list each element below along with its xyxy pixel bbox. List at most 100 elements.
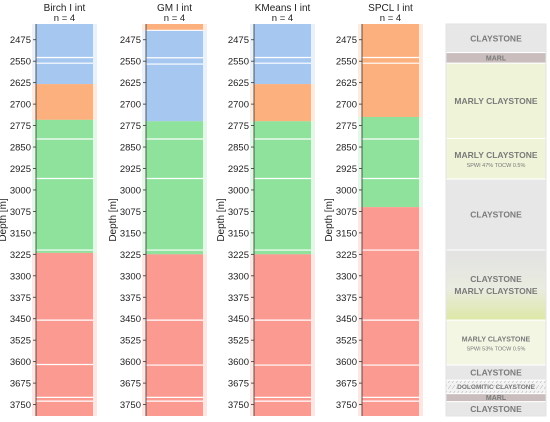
y-tick-label: 2475 xyxy=(120,35,141,46)
y-tick-label: 2700 xyxy=(336,100,357,111)
y-tick-label: 3075 xyxy=(336,207,357,218)
panel-subtitle: n = 4 xyxy=(272,13,293,24)
y-tick-label: 2550 xyxy=(228,57,249,68)
lithology-frame xyxy=(445,23,547,417)
cluster-interval xyxy=(254,254,311,416)
lithology-label: CLAYSTONE xyxy=(470,368,522,378)
y-tick-label: 3300 xyxy=(228,271,249,282)
y-tick-label: 3225 xyxy=(120,250,141,261)
y-tick-label: 3000 xyxy=(120,185,141,196)
lithology-label: DOLOMITIC CLAYSTONE xyxy=(457,384,535,391)
y-tick-label: 3300 xyxy=(120,271,141,282)
y-tick-label: 3600 xyxy=(10,357,31,368)
y-tick-label: 3300 xyxy=(336,271,357,282)
y-tick-label: 3375 xyxy=(120,293,141,304)
panel-3: 2475 2550 2625 2700 2775 2850 2925 3000 3075 3150… xyxy=(324,3,423,416)
y-tick-label: 2850 xyxy=(120,143,141,154)
lithology-sublabel: SPWI 53% TOCW 0.5% xyxy=(467,347,526,353)
cluster-interval xyxy=(146,24,203,31)
y-tick-label: 2925 xyxy=(120,164,141,175)
cluster-interval xyxy=(36,119,93,253)
y-tick-label: 3150 xyxy=(228,228,249,239)
y-tick-label: 3375 xyxy=(336,293,357,304)
cluster-interval xyxy=(254,84,311,122)
y-tick-label: 2550 xyxy=(10,57,31,68)
y-tick-label: 3525 xyxy=(10,336,31,347)
y-tick-label: 3075 xyxy=(10,207,31,218)
y-tick-label: 2625 xyxy=(228,78,249,89)
y-tick-label: 2625 xyxy=(336,78,357,89)
panel-1: 2475 2550 2625 2700 2775 2850 2925 3000 3075 3150… xyxy=(108,3,207,416)
y-tick-label: 2475 xyxy=(336,35,357,46)
cluster-interval xyxy=(362,24,419,117)
y-tick-label: 2775 xyxy=(10,121,31,132)
y-tick-label: 3300 xyxy=(10,271,31,282)
cluster-interval xyxy=(146,30,203,122)
y-tick-label: 3150 xyxy=(120,228,141,239)
panel-title: KMeans I int xyxy=(255,3,311,14)
y-tick-label: 2550 xyxy=(336,57,357,68)
y-tick-label: 3450 xyxy=(228,314,249,325)
y-tick-label: 2925 xyxy=(10,164,31,175)
y-tick-label: 2925 xyxy=(336,164,357,175)
y-tick-label: 3750 xyxy=(10,400,31,411)
lithology-unit xyxy=(445,23,547,54)
cluster-interval xyxy=(362,207,419,416)
lithology-sublabel: SPWI 47% TOCW 0.5% xyxy=(467,163,526,169)
y-axis-label: Depth [m] xyxy=(324,198,335,242)
y-tick-label: 2775 xyxy=(228,121,249,132)
y-tick-label: 3750 xyxy=(228,400,249,411)
lithology-label: CLAYSTONE xyxy=(470,404,522,414)
y-tick-label: 3525 xyxy=(336,336,357,347)
y-tick-label: 3225 xyxy=(10,250,31,261)
y-axis-label: Depth [m] xyxy=(108,198,119,242)
y-tick-label: 2550 xyxy=(120,57,141,68)
y-tick-label: 3225 xyxy=(336,250,357,261)
y-tick-label: 2625 xyxy=(10,78,31,89)
y-tick-label: 2625 xyxy=(120,78,141,89)
y-tick-label: 3750 xyxy=(120,400,141,411)
y-tick-label: 3075 xyxy=(120,207,141,218)
panel-subtitle: n = 4 xyxy=(380,13,401,24)
cluster-interval xyxy=(254,121,311,255)
y-tick-label: 2850 xyxy=(336,143,357,154)
panel-title: GM I int xyxy=(157,3,192,14)
y-axis-label: Depth [m] xyxy=(216,198,227,242)
lithology-label: MARLY CLAYSTONE xyxy=(462,337,531,344)
panel-0: 2475 2550 2625 2700 2775 2850 2925 3000 3075 3150… xyxy=(0,3,97,416)
y-tick-label: 3600 xyxy=(120,357,141,368)
y-tick-label: 3675 xyxy=(120,379,141,390)
y-tick-label: 3450 xyxy=(120,314,141,325)
lithology-label: MARLY CLAYSTONE xyxy=(454,150,537,160)
y-axis-label: Depth [m] xyxy=(0,198,9,242)
y-tick-label: 3375 xyxy=(10,293,31,304)
cluster-interval xyxy=(146,254,203,416)
lithology-sublabel: MARLY CLAYSTONE xyxy=(454,286,537,296)
y-tick-label: 3000 xyxy=(228,185,249,196)
y-tick-label: 2475 xyxy=(228,35,249,46)
y-tick-label: 2700 xyxy=(228,100,249,111)
y-tick-label: 3525 xyxy=(228,336,249,347)
y-tick-label: 3450 xyxy=(336,314,357,325)
cluster-interval xyxy=(36,24,93,58)
lithology-unit xyxy=(445,249,547,321)
y-tick-label: 3450 xyxy=(10,314,31,325)
y-tick-label: 2775 xyxy=(120,121,141,132)
y-tick-label: 3075 xyxy=(228,207,249,218)
lithology-label: MARL xyxy=(486,55,507,62)
y-tick-label: 2775 xyxy=(336,121,357,132)
y-tick-label: 3150 xyxy=(10,228,31,239)
y-tick-label: 3000 xyxy=(336,185,357,196)
lithology-label: CLAYSTONE xyxy=(470,33,522,43)
y-tick-label: 3600 xyxy=(228,357,249,368)
panel-2: 2475 2550 2625 2700 2775 2850 2925 3000 3075 3150… xyxy=(216,3,315,416)
y-tick-label: 3150 xyxy=(336,228,357,239)
panel-subtitle: n = 4 xyxy=(164,13,185,24)
lithology-label: MARLY CLAYSTONE xyxy=(454,96,537,106)
y-tick-label: 2700 xyxy=(10,100,31,111)
y-tick-label: 2850 xyxy=(10,143,31,154)
cluster-interval xyxy=(36,57,93,59)
lithology-column: CLAYSTONE MARL MARLY CLAYSTONE MARLY CLAYST… xyxy=(445,23,547,417)
y-tick-label: 3600 xyxy=(336,357,357,368)
